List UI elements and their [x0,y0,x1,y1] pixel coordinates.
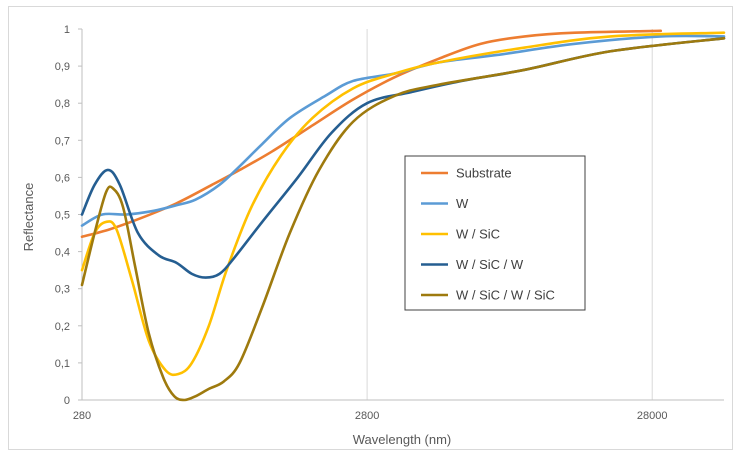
series-line-3 [80,31,726,377]
legend-label-1: Substrate [456,166,512,181]
y-tick-label: 0,4 [55,247,70,259]
series-line-2 [80,34,726,227]
y-tick-label: 0 [64,395,70,407]
legend-label-2: W [456,196,469,211]
x-axis-title: Wavelength (nm) [353,432,452,447]
legend-label-5: W / SiC / W / SiC [456,288,555,303]
y-tick-label: 1 [64,24,70,36]
x-tick-label: 28000 [637,410,668,422]
y-tick-label: 0,1 [55,358,70,370]
y-tick-label: 0,7 [55,135,70,147]
legend-label-4: W / SiC / W [456,257,524,272]
series-line-1 [80,29,663,239]
series-lines [80,29,726,402]
series-line-5 [80,36,726,402]
legend: Substrate W W / SiC W / SiC / W W / SiC / W … [404,155,586,311]
y-tick-label: 0,3 [55,284,70,296]
y-tick-label: 0,6 [55,172,70,184]
legend-label-3: W / SiC [456,227,500,242]
x-tick-label: 2800 [355,410,379,422]
y-axis-title: Reflectance [21,183,36,252]
x-tick-label: 280 [73,410,91,422]
y-tick-label: 0,2 [55,321,70,333]
y-tick-label: 0,8 [55,98,70,110]
y-tick-label: 0,5 [55,210,70,222]
y-tick-label: 0,9 [55,61,70,73]
axes: 280 2800 28000 0 0,1 0,2 0,3 0,4 0,5 0,6 0,7 0,8 0,9… [55,24,724,422]
